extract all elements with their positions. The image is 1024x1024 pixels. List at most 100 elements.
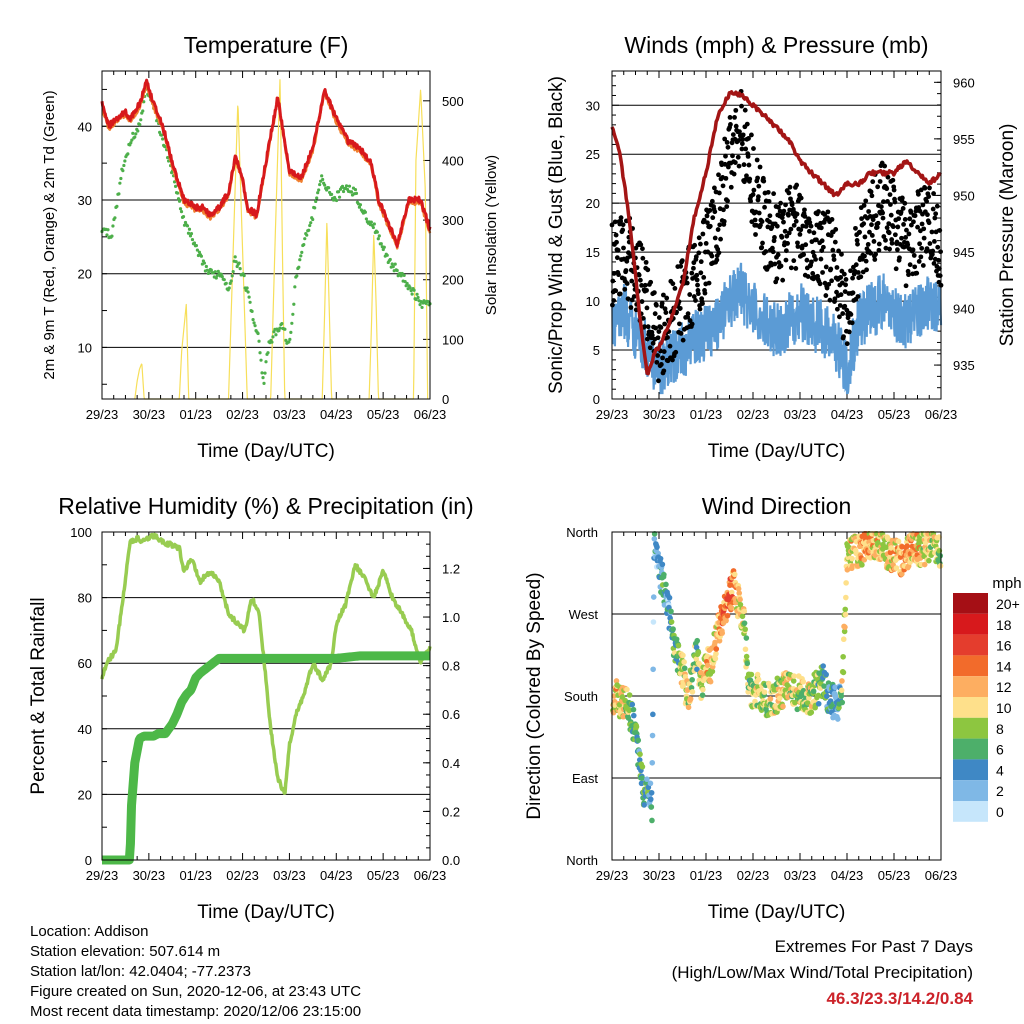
point-dewpoint <box>340 184 345 188</box>
point-direction <box>821 683 827 689</box>
point-gust <box>760 240 765 246</box>
x-tick-label: 30/23 <box>133 868 166 883</box>
point-direction <box>613 678 620 684</box>
point-direction <box>743 653 750 660</box>
point-direction <box>663 581 669 588</box>
point-gust <box>628 305 634 310</box>
point-dewpoint <box>189 232 194 236</box>
legend-label: 4 <box>996 762 1004 778</box>
point-direction <box>839 699 846 706</box>
y2-tick-label: 300 <box>442 213 464 228</box>
point-gust <box>895 247 900 253</box>
point-gust <box>919 221 925 227</box>
point-dewpoint <box>118 181 122 185</box>
point-gust <box>725 198 730 204</box>
legend-label: 12 <box>996 679 1012 695</box>
point-gust <box>823 293 829 298</box>
point-gust <box>775 252 781 258</box>
point-direction <box>630 706 637 713</box>
point-gust <box>652 311 658 317</box>
point-gust <box>825 209 831 215</box>
point-gust <box>899 235 904 241</box>
point-gust <box>866 209 872 214</box>
point-gust <box>887 192 893 198</box>
point-direction <box>695 649 702 656</box>
point-gust <box>612 219 618 225</box>
point-dewpoint <box>220 275 224 279</box>
point-dewpoint <box>233 255 237 259</box>
point-gust <box>615 247 621 253</box>
point-gust <box>791 258 797 264</box>
point-gust <box>701 275 707 280</box>
point-gust <box>793 218 799 224</box>
point-gust <box>920 263 926 268</box>
point-gust <box>687 318 693 323</box>
legend-label: 20+ <box>996 596 1020 612</box>
point-gust <box>793 266 799 271</box>
point-gust <box>937 273 943 279</box>
point-dewpoint <box>314 199 318 204</box>
legend-label: 2 <box>996 783 1004 799</box>
point-gust <box>910 247 916 253</box>
point-dewpoint <box>119 176 123 181</box>
point-dewpoint <box>131 131 135 135</box>
point-gust <box>638 242 644 248</box>
point-direction <box>650 619 657 625</box>
point-direction <box>861 556 868 563</box>
point-gust <box>902 200 908 206</box>
point-gust <box>689 270 695 276</box>
x-tick-label: 30/23 <box>133 407 166 422</box>
point-direction <box>649 732 656 739</box>
point-gust <box>776 204 781 210</box>
point-gust <box>807 228 812 234</box>
point-gust <box>840 311 846 316</box>
point-gust <box>811 230 817 236</box>
point-gust <box>702 290 708 296</box>
point-gust <box>774 276 780 282</box>
point-direction <box>838 693 845 699</box>
y2-tick-label: 0.8 <box>442 659 460 674</box>
point-gust <box>900 206 906 211</box>
point-dewpoint <box>183 220 188 225</box>
y2-axis-label: Station Pressure (Maroon) <box>997 124 1018 347</box>
x-tick-label: 04/23 <box>831 868 864 883</box>
point-gust <box>782 228 788 234</box>
point-dewpoint <box>337 195 342 199</box>
point-direction <box>926 557 932 564</box>
x-tick-label: 29/23 <box>596 868 629 883</box>
y-tick-label: 20 <box>78 267 92 282</box>
point-direction <box>843 594 849 601</box>
point-gust <box>648 279 654 285</box>
point-dewpoint <box>264 360 268 364</box>
x-tick-label: 04/23 <box>320 868 353 883</box>
point-gust <box>832 296 838 302</box>
point-gust <box>787 184 793 190</box>
point-gust <box>824 285 830 291</box>
point-direction <box>728 605 735 611</box>
point-gust <box>890 177 896 183</box>
point-dewpoint <box>313 206 317 210</box>
point-dewpoint <box>415 292 419 296</box>
legend-swatch <box>953 780 988 801</box>
point-gust <box>783 248 789 254</box>
point-gust <box>679 258 685 264</box>
x-tick-label: 03/23 <box>273 407 306 422</box>
point-gust <box>924 246 930 252</box>
point-dewpoint <box>303 237 307 241</box>
point-gust <box>756 194 761 200</box>
point-direction <box>648 804 655 810</box>
point-dewpoint <box>347 184 352 188</box>
point-gust <box>832 239 838 245</box>
point-direction <box>748 671 755 678</box>
point-gust <box>685 311 691 317</box>
point-dewpoint <box>391 265 395 269</box>
point-gust <box>916 259 922 264</box>
point-gust <box>833 227 839 232</box>
point-direction <box>694 637 701 644</box>
point-gust <box>911 253 917 258</box>
point-dewpoint <box>260 371 264 375</box>
x-tick-label: 01/23 <box>690 868 723 883</box>
point-dewpoint <box>298 258 302 262</box>
point-gust <box>829 278 835 284</box>
point-gust <box>801 252 807 257</box>
